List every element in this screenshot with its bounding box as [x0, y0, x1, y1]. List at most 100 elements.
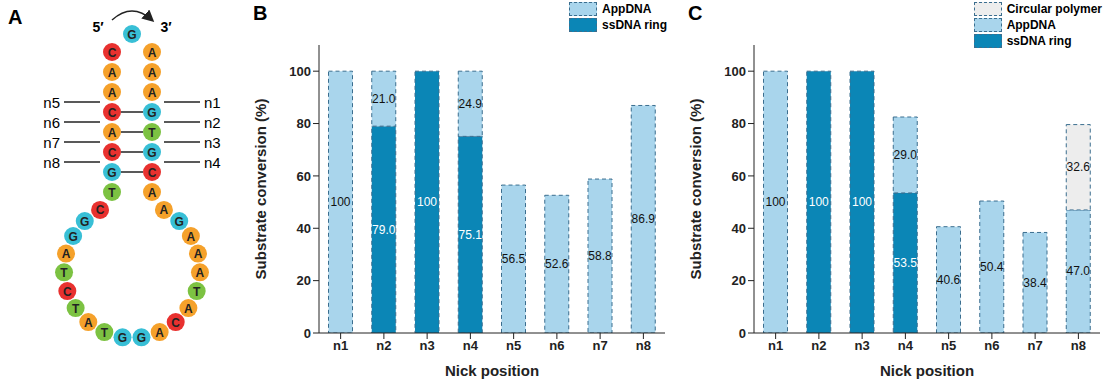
svg-text:56.5: 56.5: [502, 252, 526, 266]
svg-text:n1: n1: [768, 338, 783, 353]
svg-text:n6: n6: [549, 338, 564, 353]
svg-text:n4: n4: [898, 338, 914, 353]
svg-text:n4: n4: [204, 154, 221, 171]
svg-text:A: A: [148, 86, 157, 100]
svg-text:T: T: [108, 186, 116, 200]
svg-text:86.9: 86.9: [632, 212, 656, 226]
svg-text:20: 20: [297, 273, 311, 288]
svg-text:C: C: [96, 203, 105, 217]
svg-text:n3: n3: [855, 338, 870, 353]
svg-text:38.4: 38.4: [1023, 276, 1047, 290]
svg-text:C: C: [148, 166, 157, 180]
svg-text:40: 40: [297, 221, 311, 236]
svg-text:58.8: 58.8: [588, 249, 612, 263]
svg-text:100: 100: [724, 64, 746, 79]
svg-text:A: A: [62, 247, 71, 261]
svg-text:n1: n1: [204, 94, 221, 111]
svg-text:29.0: 29.0: [894, 148, 918, 162]
svg-text:40: 40: [732, 221, 746, 236]
svg-text:0: 0: [739, 326, 746, 341]
svg-text:24.9: 24.9: [459, 97, 483, 111]
svg-text:n6: n6: [984, 338, 999, 353]
svg-text:40.6: 40.6: [937, 273, 961, 287]
svg-text:n7: n7: [1028, 338, 1043, 353]
svg-text:100: 100: [330, 195, 350, 209]
svg-text:n5: n5: [43, 94, 60, 111]
svg-text:n6: n6: [43, 114, 60, 131]
svg-text:A: A: [194, 247, 203, 261]
svg-text:32.6: 32.6: [1067, 160, 1091, 174]
svg-text:21.0: 21.0: [372, 92, 396, 106]
svg-text:T: T: [101, 326, 109, 340]
svg-text:A: A: [155, 326, 164, 340]
svg-text:G: G: [147, 106, 156, 120]
svg-text:G: G: [127, 28, 136, 42]
svg-text:A: A: [160, 203, 169, 217]
svg-text:G: G: [118, 331, 127, 345]
svg-text:100: 100: [417, 195, 437, 209]
svg-text:G: G: [147, 146, 156, 160]
svg-text:3′: 3′: [160, 19, 172, 35]
svg-text:100: 100: [809, 195, 829, 209]
svg-text:n3: n3: [204, 134, 221, 151]
svg-text:n5: n5: [506, 338, 521, 353]
svg-text:C: C: [63, 285, 72, 299]
svg-text:50.4: 50.4: [980, 260, 1004, 274]
svg-text:Nick position: Nick position: [445, 362, 539, 379]
svg-text:n3: n3: [420, 338, 435, 353]
svg-text:G: G: [80, 215, 89, 229]
svg-text:47.0: 47.0: [1067, 264, 1091, 278]
svg-text:n5: n5: [941, 338, 956, 353]
svg-text:100: 100: [289, 64, 311, 79]
svg-text:T: T: [193, 285, 201, 299]
svg-text:A: A: [148, 186, 157, 200]
svg-text:80: 80: [297, 116, 311, 131]
svg-text:52.6: 52.6: [545, 257, 569, 271]
svg-text:T: T: [72, 302, 80, 316]
svg-text:20: 20: [732, 273, 746, 288]
svg-text:A: A: [84, 316, 93, 330]
svg-text:53.5: 53.5: [894, 256, 918, 270]
svg-text:A: A: [108, 86, 117, 100]
svg-text:n2: n2: [204, 114, 221, 131]
svg-text:C: C: [171, 316, 180, 330]
svg-text:A: A: [148, 66, 157, 80]
svg-text:G: G: [137, 331, 146, 345]
svg-text:n8: n8: [43, 154, 60, 171]
svg-text:80: 80: [732, 116, 746, 131]
svg-text:n8: n8: [1071, 338, 1086, 353]
svg-text:100: 100: [852, 195, 872, 209]
svg-text:Substrate conversion (%): Substrate conversion (%): [252, 99, 269, 280]
svg-text:100: 100: [765, 195, 785, 209]
svg-text:G: G: [175, 215, 184, 229]
svg-text:n2: n2: [811, 338, 826, 353]
svg-text:A: A: [8, 6, 22, 28]
svg-text:A: A: [148, 46, 157, 60]
svg-text:75.1: 75.1: [459, 228, 483, 242]
svg-text:60: 60: [297, 169, 311, 184]
svg-text:n7: n7: [593, 338, 608, 353]
svg-text:G: G: [107, 166, 116, 180]
svg-text:Nick position: Nick position: [880, 362, 974, 379]
svg-text:5′: 5′: [92, 19, 104, 35]
svg-text:A: A: [108, 126, 117, 140]
svg-text:G: G: [68, 230, 77, 244]
svg-text:C: C: [108, 106, 117, 120]
svg-text:Substrate conversion (%): Substrate conversion (%): [687, 99, 704, 280]
svg-text:n4: n4: [463, 338, 479, 353]
svg-text:n1: n1: [333, 338, 348, 353]
svg-text:60: 60: [732, 169, 746, 184]
svg-text:T: T: [148, 126, 156, 140]
svg-text:n2: n2: [376, 338, 391, 353]
svg-text:T: T: [60, 266, 68, 280]
svg-text:A: A: [108, 66, 117, 80]
svg-text:C: C: [108, 46, 117, 60]
svg-text:n8: n8: [636, 338, 651, 353]
svg-text:n7: n7: [43, 134, 60, 151]
svg-text:A: A: [187, 230, 196, 244]
svg-text:0: 0: [304, 326, 311, 341]
svg-text:A: A: [196, 266, 205, 280]
svg-text:79.0: 79.0: [372, 223, 396, 237]
svg-text:A: A: [184, 302, 193, 316]
svg-text:C: C: [108, 146, 117, 160]
